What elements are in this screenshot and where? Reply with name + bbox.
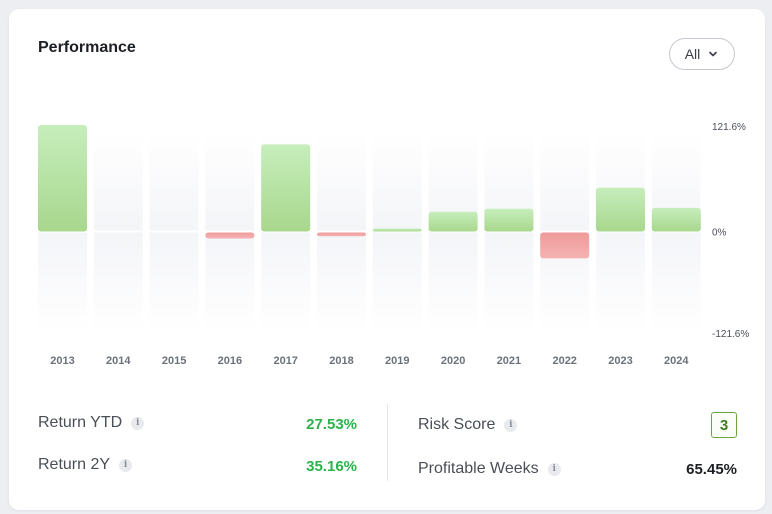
bar-background bbox=[596, 232, 645, 333]
bar-2019[interactable] bbox=[372, 228, 422, 232]
x-tick-label: 2014 bbox=[106, 355, 131, 367]
x-tick-label: 2021 bbox=[497, 355, 521, 367]
bar-background bbox=[93, 232, 143, 333]
risk-score-label: Risk Score i bbox=[418, 416, 518, 434]
y-tick-label: 121.6% bbox=[712, 122, 746, 133]
x-tick-label: 2024 bbox=[664, 355, 689, 367]
x-tick-label: 2015 bbox=[162, 355, 186, 367]
stats-divider bbox=[387, 404, 388, 481]
bar-2024[interactable] bbox=[651, 207, 701, 232]
bar-background bbox=[261, 232, 311, 333]
info-icon[interactable]: i bbox=[547, 462, 561, 476]
bar-2017[interactable] bbox=[261, 144, 311, 232]
bar-background bbox=[372, 131, 422, 231]
bar-2016[interactable] bbox=[205, 232, 255, 239]
x-tick-label: 2020 bbox=[441, 355, 465, 367]
bar-background bbox=[317, 232, 366, 333]
y-tick-label: 0% bbox=[712, 228, 727, 239]
bar-2022[interactable] bbox=[540, 232, 590, 259]
x-tick-label: 2016 bbox=[218, 355, 242, 367]
x-tick-label: 2017 bbox=[273, 355, 297, 367]
info-icon[interactable]: i bbox=[504, 418, 518, 432]
y-tick-label: -121.6% bbox=[712, 329, 749, 340]
bar-background bbox=[93, 131, 143, 231]
bar-background bbox=[38, 232, 87, 333]
bar-2021[interactable] bbox=[484, 208, 534, 232]
bar-2020[interactable] bbox=[428, 211, 478, 232]
bar-background bbox=[205, 232, 255, 333]
period-dropdown[interactable]: All bbox=[669, 38, 735, 70]
profitable-weeks-value: 65.45% bbox=[686, 461, 737, 478]
x-tick-label: 2013 bbox=[50, 355, 74, 367]
return-2y-value: 35.16% bbox=[306, 458, 357, 475]
profitable-weeks-label: Profitable Weeks i bbox=[418, 460, 561, 478]
info-icon[interactable]: i bbox=[119, 458, 133, 472]
x-tick-label: 2018 bbox=[329, 355, 353, 367]
return-ytd-label: Return YTD i bbox=[38, 414, 145, 432]
return-ytd-value: 27.53% bbox=[306, 416, 357, 433]
info-icon[interactable]: i bbox=[131, 416, 145, 430]
period-dropdown-value: All bbox=[684, 46, 701, 62]
bar-background bbox=[651, 232, 701, 333]
risk-score-badge: 3 bbox=[711, 412, 737, 438]
x-tick-label: 2022 bbox=[552, 355, 576, 367]
bar-background bbox=[149, 131, 199, 231]
card-title: Performance bbox=[38, 39, 136, 56]
bar-background bbox=[149, 232, 199, 333]
chevron-down-icon bbox=[709, 51, 718, 57]
x-tick-label: 2019 bbox=[385, 355, 409, 367]
bar-2023[interactable] bbox=[596, 187, 645, 232]
bar-background bbox=[484, 232, 534, 333]
bar-background bbox=[372, 232, 422, 333]
bar-background bbox=[317, 131, 366, 231]
return-2y-label: Return 2Y i bbox=[38, 456, 133, 474]
bar-background bbox=[540, 131, 590, 231]
bar-2018[interactable] bbox=[317, 232, 366, 237]
x-tick-label: 2023 bbox=[608, 355, 632, 367]
bar-2013[interactable] bbox=[38, 125, 87, 232]
bar-background bbox=[205, 131, 255, 231]
bar-background bbox=[428, 232, 478, 333]
